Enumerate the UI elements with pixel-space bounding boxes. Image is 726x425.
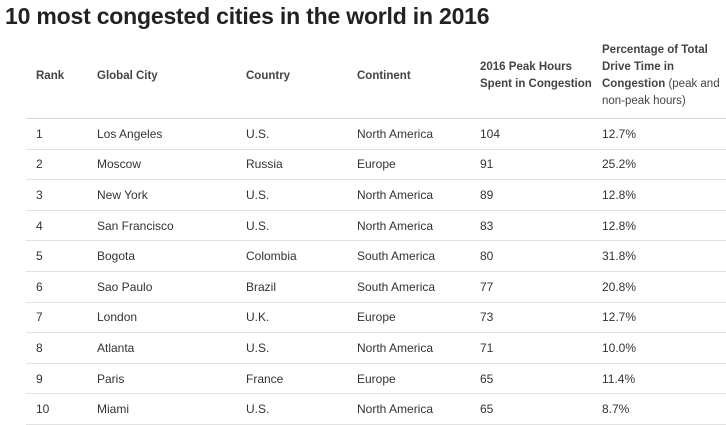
table-row: 3 New York U.S. North America 89 12.8% xyxy=(26,179,726,211)
peak-hours-cell: 89 xyxy=(470,179,592,211)
percentage-cell: 12.8% xyxy=(592,210,726,242)
table-row: 5 Bogota Colombia South America 80 31.8% xyxy=(26,240,726,272)
percentage-cell: 12.7% xyxy=(592,118,726,150)
country-cell: U.S. xyxy=(236,332,347,364)
table-row: 1 Los Angeles U.S. North America 104 12.7% xyxy=(26,118,726,150)
city-cell: Los Angeles xyxy=(87,118,236,150)
rank-cell: 4 xyxy=(26,210,87,242)
header-continent: Continent xyxy=(347,34,470,119)
peak-hours-cell: 104 xyxy=(470,118,592,150)
continent-cell: Europe xyxy=(347,302,470,334)
continent-cell: North America xyxy=(347,332,470,364)
country-cell: Brazil xyxy=(236,271,347,303)
country-cell: U.S. xyxy=(236,393,347,425)
percentage-cell: 25.2% xyxy=(592,149,726,181)
header-percentage-note: (peak and non-peak hours) xyxy=(602,78,720,107)
table-row: 6 Sao Paulo Brazil South America 77 20.8% xyxy=(26,271,726,303)
table-row: 9 Paris France Europe 65 11.4% xyxy=(26,363,726,395)
peak-hours-cell: 91 xyxy=(470,149,592,181)
table-row: 10 Miami U.S. North America 65 8.7% xyxy=(26,393,726,425)
country-cell: Russia xyxy=(236,149,347,181)
peak-hours-cell: 65 xyxy=(470,393,592,425)
continent-cell: Europe xyxy=(347,363,470,395)
page-title: 10 most congested cities in the world in… xyxy=(5,3,490,29)
header-rank: Rank xyxy=(26,34,87,119)
header-country: Country xyxy=(236,34,347,119)
peak-hours-cell: 83 xyxy=(470,210,592,242)
percentage-cell: 11.4% xyxy=(592,363,726,395)
table-header-row: Rank Global City Country Continent 2016 … xyxy=(26,34,726,119)
table-row: 2 Moscow Russia Europe 91 25.2% xyxy=(26,149,726,181)
continent-cell: North America xyxy=(347,210,470,242)
rank-cell: 7 xyxy=(26,302,87,334)
country-cell: France xyxy=(236,363,347,395)
city-cell: Bogota xyxy=(87,240,236,272)
continent-cell: South America xyxy=(347,271,470,303)
header-peak-hours: 2016 Peak Hours Spent in Congestion xyxy=(470,34,592,119)
rank-cell: 3 xyxy=(26,179,87,211)
country-cell: U.S. xyxy=(236,210,347,242)
continent-cell: North America xyxy=(347,118,470,150)
city-cell: Atlanta xyxy=(87,332,236,364)
header-percentage-main: Percentage of Total Drive Time in Conges… xyxy=(602,44,708,90)
country-cell: U.K. xyxy=(236,302,347,334)
rank-cell: 10 xyxy=(26,393,87,425)
country-cell: U.S. xyxy=(236,179,347,211)
table-row: 8 Atlanta U.S. North America 71 10.0% xyxy=(26,332,726,364)
city-cell: Paris xyxy=(87,363,236,395)
city-cell: Moscow xyxy=(87,149,236,181)
header-city: Global City xyxy=(87,34,236,119)
congestion-table: Rank Global City Country Continent 2016 … xyxy=(26,34,726,425)
table-row: 7 London U.K. Europe 73 12.7% xyxy=(26,302,726,334)
percentage-cell: 10.0% xyxy=(592,332,726,364)
peak-hours-cell: 71 xyxy=(470,332,592,364)
continent-cell: North America xyxy=(347,179,470,211)
rank-cell: 1 xyxy=(26,118,87,150)
peak-hours-cell: 65 xyxy=(470,363,592,395)
continent-cell: South America xyxy=(347,240,470,272)
percentage-cell: 8.7% xyxy=(592,393,726,425)
country-cell: U.S. xyxy=(236,118,347,150)
rank-cell: 6 xyxy=(26,271,87,303)
city-cell: London xyxy=(87,302,236,334)
rank-cell: 2 xyxy=(26,149,87,181)
continent-cell: Europe xyxy=(347,149,470,181)
city-cell: San Francisco xyxy=(87,210,236,242)
percentage-cell: 12.7% xyxy=(592,302,726,334)
continent-cell: North America xyxy=(347,393,470,425)
peak-hours-cell: 73 xyxy=(470,302,592,334)
rank-cell: 5 xyxy=(26,240,87,272)
peak-hours-cell: 77 xyxy=(470,271,592,303)
percentage-cell: 31.8% xyxy=(592,240,726,272)
percentage-cell: 20.8% xyxy=(592,271,726,303)
country-cell: Colombia xyxy=(236,240,347,272)
table-row: 4 San Francisco U.S. North America 83 12.8% xyxy=(26,210,726,242)
city-cell: New York xyxy=(87,179,236,211)
peak-hours-cell: 80 xyxy=(470,240,592,272)
rank-cell: 9 xyxy=(26,363,87,395)
city-cell: Miami xyxy=(87,393,236,425)
header-percentage: Percentage of Total Drive Time in Conges… xyxy=(592,34,726,119)
rank-cell: 8 xyxy=(26,332,87,364)
city-cell: Sao Paulo xyxy=(87,271,236,303)
percentage-cell: 12.8% xyxy=(592,179,726,211)
